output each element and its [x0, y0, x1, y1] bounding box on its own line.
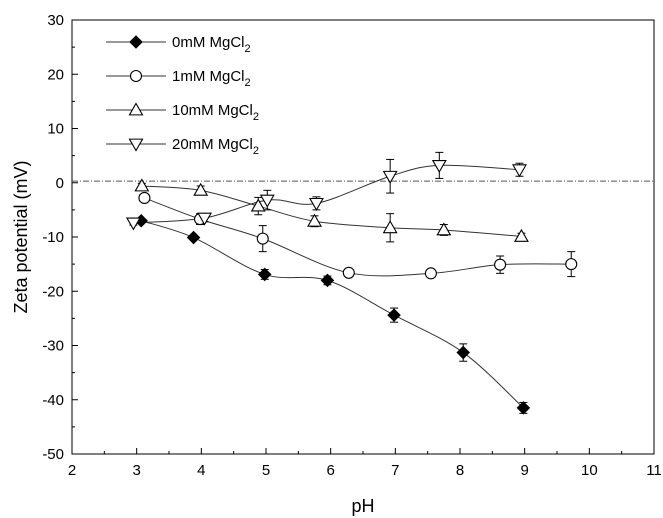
legend-label-subscript: 2: [245, 43, 251, 55]
legend-marker: [128, 138, 144, 152]
x-tick-label: 2: [68, 462, 76, 479]
data-point: [256, 232, 269, 245]
data-point: [436, 222, 452, 236]
data-point: [186, 230, 201, 245]
legend-marker: [129, 69, 143, 83]
data-point: [342, 266, 355, 279]
legend-label-main: 10mM MgCl: [172, 102, 253, 119]
legend-label: 20mM MgCl2: [172, 136, 259, 157]
y-tick-label: -30: [42, 338, 64, 355]
legend-label-subscript: 2: [253, 145, 259, 157]
x-tick-label: 9: [520, 462, 528, 479]
y-tick-label: -40: [42, 392, 64, 409]
legend-marker: [129, 35, 143, 49]
x-tick-label: 4: [197, 462, 205, 479]
legend-label-subscript: 2: [245, 77, 251, 89]
legend-entry: 20mM MgCl2: [106, 136, 259, 157]
y-tick-label: 10: [47, 121, 64, 138]
data-point: [424, 267, 437, 280]
legend-label: 0mM MgCl2: [172, 34, 251, 55]
y-tick-label: -10: [42, 229, 64, 246]
data-point: [456, 345, 471, 360]
y-tick-label: 20: [47, 66, 64, 83]
legend-label: 10mM MgCl2: [172, 102, 259, 123]
y-tick-label: 0: [56, 175, 64, 192]
data-point: [387, 308, 401, 322]
legend-label-main: 1mM MgCl: [172, 68, 245, 85]
y-tick-label: 30: [47, 12, 64, 29]
x-axis-title: pH: [351, 496, 374, 516]
legend-label-subscript: 2: [253, 111, 259, 123]
data-point: [382, 170, 398, 184]
legend-label: 1mM MgCl2: [172, 68, 251, 89]
legend-entry: 0mM MgCl2: [106, 34, 251, 55]
series-line-3: [133, 164, 520, 224]
data-point: [307, 213, 322, 227]
data-point: [197, 212, 213, 226]
y-axis-title: Zeta potential (mV): [11, 160, 31, 313]
y-tick-label: -20: [42, 283, 64, 300]
x-tick-label: 3: [132, 462, 140, 479]
data-point: [512, 164, 527, 178]
series-curves: [133, 164, 572, 409]
legend-marker: [128, 102, 144, 116]
data-point: [513, 228, 529, 242]
data-point: [382, 220, 398, 234]
data-point: [320, 273, 335, 288]
x-tick-label: 5: [262, 462, 270, 479]
series-markers: [125, 159, 578, 415]
data-point: [250, 198, 266, 212]
plot-frame: [71, 19, 655, 455]
series-line-1: [144, 197, 572, 277]
axis-tick-labels: 2 3 4 5 6 7 8 9 10 11 -50 -40 -30 -20 -10 0 10 20 30: [42, 12, 661, 479]
data-point: [308, 197, 324, 211]
data-point: [134, 178, 150, 192]
legend-entry: 10mM MgCl2: [106, 102, 259, 123]
data-point: [125, 217, 141, 231]
x-tick-label: 7: [391, 462, 399, 479]
legend-label-main: 20mM MgCl: [172, 136, 253, 153]
series-line-0: [141, 220, 524, 409]
x-tick-label: 11: [646, 462, 662, 479]
legend-label-main: 0mM MgCl: [172, 34, 245, 51]
data-point: [259, 194, 275, 208]
axis-ticks: [71, 19, 655, 455]
data-point: [494, 258, 507, 271]
data-point: [138, 191, 151, 204]
data-point: [516, 401, 531, 415]
x-tick-label: 8: [456, 462, 464, 479]
data-point: [193, 182, 209, 196]
data-point: [565, 258, 578, 271]
x-tick-label: 10: [581, 462, 598, 479]
x-tick-label: 6: [326, 462, 334, 479]
data-point: [431, 159, 447, 173]
legend-entry: 1mM MgCl2: [106, 68, 251, 89]
data-point: [257, 267, 272, 282]
y-tick-label: -50: [42, 446, 64, 463]
